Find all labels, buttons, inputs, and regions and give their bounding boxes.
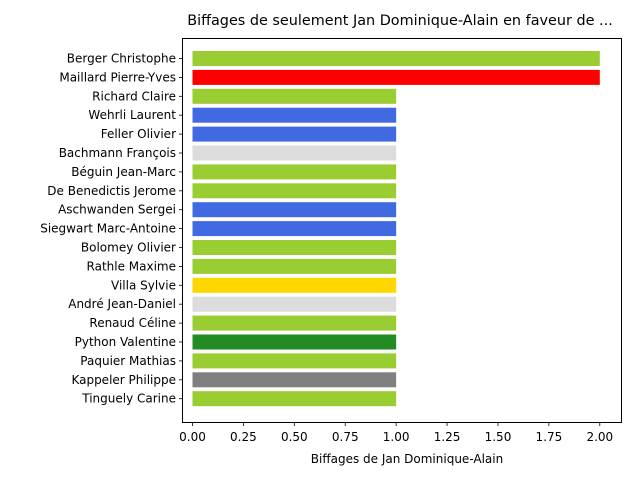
x-tick-label: 0.00 — [179, 430, 206, 444]
bar — [192, 51, 600, 66]
bar — [192, 107, 397, 123]
category-label: Paquier Mathias — [80, 354, 176, 368]
chart-title: Biffages de seulement Jan Dominique-Alai… — [187, 13, 613, 29]
category-label: Aschwanden Sergei — [58, 203, 176, 217]
bar — [192, 221, 397, 237]
category-label: Feller Olivier — [101, 127, 176, 141]
bar — [192, 372, 397, 388]
bar — [192, 183, 397, 199]
category-label: Béguin Jean-Marc — [71, 165, 176, 179]
bar — [192, 240, 397, 255]
x-tick-label: 1.75 — [536, 430, 563, 444]
bar — [192, 69, 600, 85]
category-label: Siegwart Marc-Antoine — [40, 222, 176, 236]
x-axis-label: Biffages de Jan Dominique-Alain — [311, 452, 503, 466]
plot-frame — [182, 38, 622, 423]
x-ticks: 0.00 0.25 0.50 0.75 1.00 1.25 1.50 1.75 2.00 — [179, 422, 613, 444]
bar — [192, 277, 397, 293]
bar — [192, 391, 397, 407]
x-tick-label: 2.00 — [586, 430, 613, 444]
category-label: Rathle Maxime — [87, 259, 176, 273]
bar — [192, 145, 397, 161]
category-label: Richard Claire — [92, 89, 176, 103]
bar — [192, 258, 397, 274]
category-label: De Benedictis Jerome — [47, 184, 176, 198]
bar — [192, 164, 397, 180]
bar — [192, 126, 397, 142]
category-label: André Jean-Daniel — [68, 297, 176, 311]
bar — [192, 334, 397, 350]
bar — [192, 315, 397, 331]
category-label: Renaud Céline — [89, 316, 176, 330]
bar — [192, 353, 397, 369]
bars-group — [192, 51, 600, 407]
category-label: Kappeler Philippe — [71, 373, 176, 387]
category-label: Python Valentine — [75, 335, 176, 349]
x-tick-label: 1.50 — [485, 430, 512, 444]
x-tick-label: 0.75 — [332, 430, 359, 444]
x-tick-label: 1.25 — [434, 430, 461, 444]
category-label: Wehrli Laurent — [88, 108, 176, 122]
category-label: Berger Christophe — [67, 52, 176, 66]
category-labels: Berger Christophe Maillard Pierre-Yves Ric… — [40, 52, 183, 406]
x-tick-label: 1.00 — [383, 430, 410, 444]
x-tick-label: 0.25 — [230, 430, 257, 444]
category-label: Villa Sylvie — [111, 278, 176, 292]
category-label: Maillard Pierre-Yves — [59, 70, 176, 84]
category-label: Bachmann François — [59, 146, 176, 160]
bar — [192, 202, 397, 218]
category-label: Bolomey Olivier — [81, 241, 176, 255]
category-label: Tinguely Carine — [81, 392, 176, 406]
bar — [192, 88, 397, 104]
bar — [192, 296, 397, 312]
x-tick-label: 0.50 — [281, 430, 308, 444]
